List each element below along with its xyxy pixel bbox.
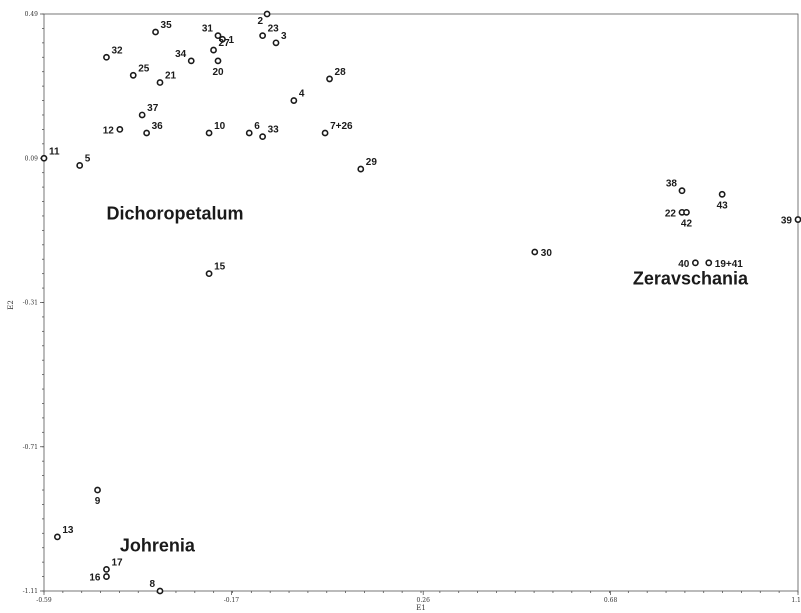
data-point — [357, 165, 365, 173]
data-point — [187, 57, 195, 65]
data-point — [152, 28, 159, 36]
point-label: 29 — [366, 157, 378, 168]
data-point — [531, 248, 539, 256]
point-label: 30 — [541, 248, 553, 259]
point-label: 43 — [717, 200, 729, 211]
point-label: 9 — [95, 496, 101, 507]
point-label: 10 — [214, 121, 226, 132]
x-tick-label: 1.10 — [791, 597, 801, 604]
data-point — [290, 97, 298, 104]
point-label: 23 — [268, 24, 280, 35]
data-point — [326, 75, 333, 83]
point-label: 17 — [111, 557, 123, 568]
data-point — [272, 39, 280, 47]
y-tick-label: 0.49 — [25, 11, 39, 18]
data-point — [129, 71, 137, 79]
point-label: 21 — [165, 71, 177, 82]
data-point — [40, 154, 48, 162]
point-label: 28 — [335, 67, 347, 78]
data-point — [116, 125, 124, 133]
data-point — [205, 270, 213, 278]
point-label: 20 — [212, 67, 224, 78]
data-point — [259, 133, 267, 141]
data-point — [691, 259, 699, 267]
plot-frame — [43, 13, 799, 592]
group-labels: Dichoropetalum Zeravschania Johrenia — [106, 204, 749, 556]
point-label: 33 — [268, 125, 280, 136]
point-label: 11 — [49, 146, 60, 157]
group-label: Zeravschania — [633, 268, 749, 288]
point-label: 6 — [254, 121, 260, 132]
data-point — [103, 573, 110, 580]
point-label: 2 — [258, 16, 264, 27]
group-label: Johrenia — [120, 535, 196, 555]
point-label: 3 — [281, 31, 287, 42]
x-tick-label: 0.26 — [417, 597, 431, 604]
data-point — [205, 129, 213, 137]
x-tick-label: -0.59 — [36, 597, 52, 604]
data-point — [53, 533, 61, 541]
point-label: 8 — [149, 579, 155, 590]
data-point — [718, 190, 726, 198]
point-label: 19+41 — [715, 259, 744, 270]
axis-ticks: -0.59 -0.17 0.26 0.68 1.10 0.49 0.09 -0.31 -0.71… — [23, 11, 801, 604]
point-label: 12 — [103, 125, 115, 136]
x-axis-title: E1 — [416, 604, 426, 612]
data-point — [103, 53, 110, 61]
point-label: 32 — [111, 45, 123, 56]
data-point — [245, 129, 253, 137]
data-point — [138, 111, 146, 119]
point-label: 31 — [202, 24, 214, 35]
y-tick-label: -0.31 — [23, 300, 38, 307]
data-point — [678, 187, 686, 195]
data-point — [214, 57, 222, 65]
data-point — [794, 216, 801, 223]
data-point — [259, 32, 267, 40]
data-point — [214, 32, 222, 40]
point-label: 40 — [678, 259, 690, 270]
point-label: 34 — [175, 49, 187, 60]
point-label: 1 — [228, 35, 234, 46]
data-point — [321, 129, 329, 137]
point-label: 37 — [147, 103, 159, 114]
point-label: 39 — [781, 216, 793, 227]
data-points: 2 35 31 1 233 32 27 34 20 25 21 28 4 37 12 36 10 6 33 7+26 1… — [40, 10, 801, 595]
point-label: 25 — [138, 63, 150, 74]
point-label: 42 — [681, 218, 693, 229]
x-tick-label: -0.17 — [224, 597, 240, 604]
point-label: 16 — [89, 573, 101, 584]
data-point — [683, 208, 690, 216]
point-label: 27 — [219, 38, 231, 49]
point-label: 36 — [152, 121, 164, 132]
point-label: 13 — [62, 525, 74, 536]
point-label: 35 — [161, 20, 173, 31]
data-point — [156, 587, 164, 595]
data-point — [143, 129, 151, 137]
data-point — [219, 35, 226, 43]
data-point — [210, 46, 217, 54]
data-point — [705, 259, 713, 267]
point-label: 22 — [665, 208, 677, 219]
y-tick-label: -1.11 — [23, 588, 38, 595]
point-label: 5 — [85, 153, 91, 164]
point-label: 4 — [299, 89, 305, 100]
data-point — [156, 79, 164, 86]
data-point — [103, 565, 110, 573]
y-tick-label: 0.09 — [25, 155, 39, 162]
group-label: Dichoropetalum — [106, 204, 243, 224]
data-point — [76, 162, 84, 169]
point-label: 38 — [666, 179, 678, 190]
x-tick-label: 0.68 — [604, 597, 618, 604]
point-label: 15 — [214, 262, 226, 273]
data-point — [94, 486, 101, 494]
y-axis-title: E2 — [7, 300, 15, 310]
point-label: 7+26 — [330, 121, 353, 132]
data-point — [263, 10, 271, 18]
y-tick-label: -0.71 — [23, 444, 38, 451]
